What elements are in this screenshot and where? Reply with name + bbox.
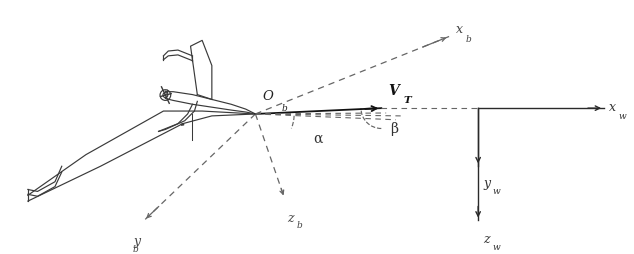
- Text: z: z: [287, 211, 294, 224]
- Text: β: β: [390, 121, 398, 135]
- Text: w: w: [493, 186, 500, 195]
- Text: w: w: [619, 112, 626, 121]
- Text: b: b: [465, 35, 471, 44]
- Text: x: x: [456, 23, 463, 36]
- Text: T: T: [404, 96, 411, 105]
- Text: z: z: [483, 232, 489, 245]
- Text: α: α: [314, 131, 323, 145]
- Text: b: b: [297, 221, 303, 230]
- Text: y: y: [483, 176, 490, 189]
- Text: b: b: [133, 244, 138, 253]
- Text: O: O: [262, 90, 273, 103]
- Text: V: V: [388, 83, 399, 97]
- Text: x: x: [609, 100, 616, 113]
- Text: b: b: [281, 104, 287, 113]
- Text: w: w: [493, 242, 500, 251]
- Text: y: y: [134, 234, 141, 247]
